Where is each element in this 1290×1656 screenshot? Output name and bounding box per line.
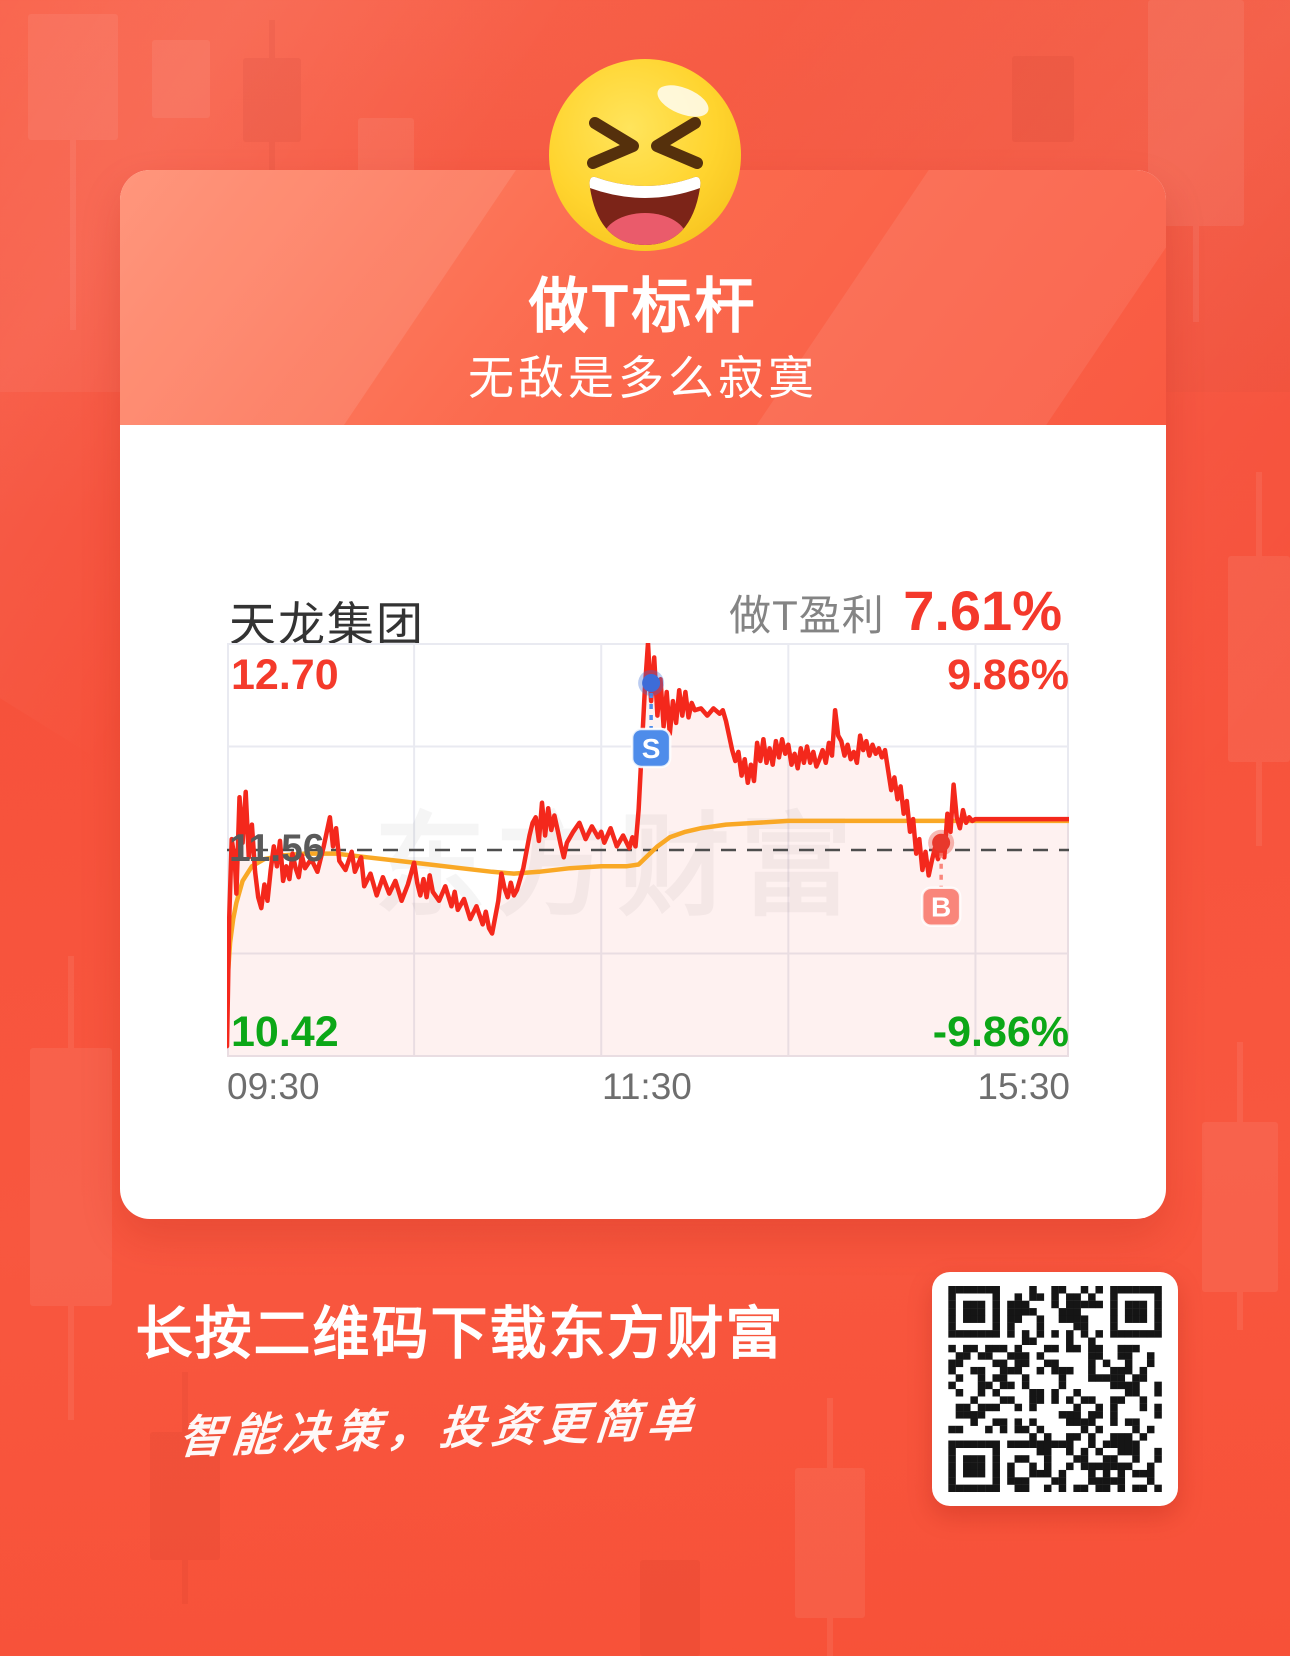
laughing-emoji-icon — [545, 55, 745, 255]
time-label-midday: 11:30 — [602, 1066, 692, 1107]
chart-prev-close-label: 11.56 — [229, 827, 325, 870]
qr-code-image — [948, 1286, 1162, 1492]
chart-low-price-label: 10.42 — [231, 1008, 339, 1056]
time-label-open: 09:30 — [227, 1066, 320, 1107]
chart-high-percent-label: 9.86% — [947, 651, 1069, 699]
brand-slogan: 智能决策，投资更简单 — [177, 1393, 702, 1464]
card-subtitle: 无敌是多么寂寞 — [468, 352, 818, 404]
chart-high-price-label: 12.70 — [231, 651, 339, 699]
card-title: 做T标杆 — [528, 273, 758, 340]
profit-label: 做T盈利 — [729, 592, 885, 639]
chart-canvas: 东方财富SB — [227, 643, 1069, 1057]
share-card: 做T标杆 无敌是多么寂寞 天龙集团 做T盈利 7.61% 东方财富SB 12.7… — [120, 170, 1166, 1219]
intraday-chart: 东方财富SB 12.70 9.86% 11.56 10.42 -9.86% — [227, 643, 1069, 1057]
time-label-close: 15:30 — [977, 1066, 1070, 1107]
profit-value: 7.61% — [903, 579, 1062, 642]
stock-name: 天龙集团 — [229, 598, 425, 651]
chart-low-percent-label: -9.86% — [932, 1008, 1069, 1056]
profit-readout: 做T盈利 7.61% — [729, 578, 1062, 643]
download-cta-text: 长按二维码下载东方财富 — [135, 1302, 785, 1366]
svg-text:S: S — [642, 733, 661, 764]
svg-text:B: B — [931, 892, 951, 923]
download-qr-code[interactable] — [932, 1272, 1178, 1506]
stock-header-row: 天龙集团 做T盈利 7.61% — [227, 578, 1070, 651]
time-axis: 09:30 11:30 15:30 — [227, 1066, 1070, 1108]
